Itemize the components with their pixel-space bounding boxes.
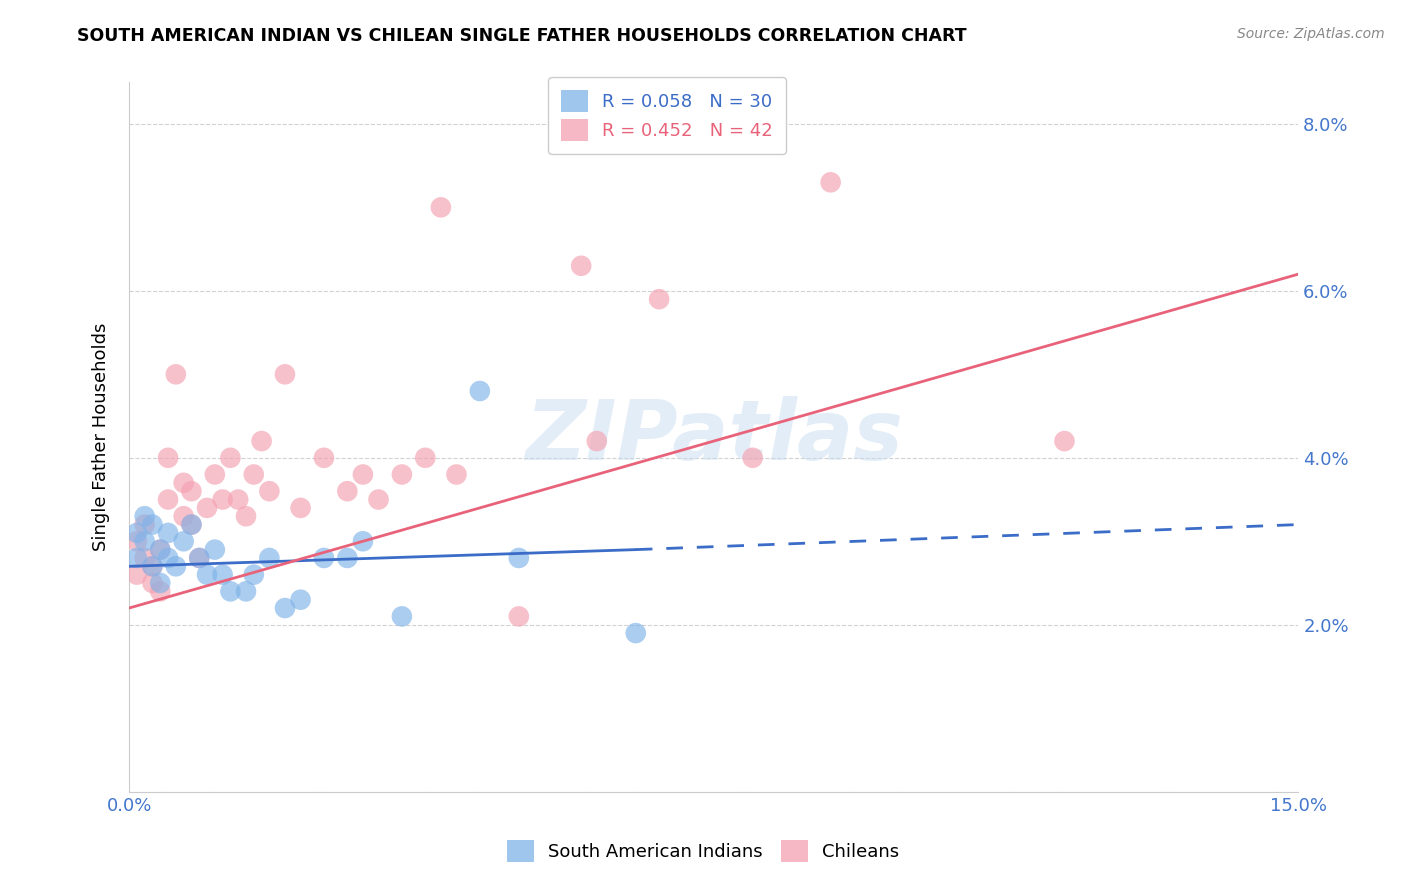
Point: [336, 484, 359, 499]
Point: [585, 434, 607, 449]
Point: [312, 551, 335, 566]
Point: [204, 467, 226, 482]
Point: [243, 567, 266, 582]
Point: [312, 450, 335, 465]
Point: [204, 542, 226, 557]
Point: [149, 542, 172, 557]
Point: [391, 467, 413, 482]
Point: [820, 175, 842, 189]
Point: [134, 534, 156, 549]
Point: [508, 551, 530, 566]
Point: [235, 509, 257, 524]
Point: [125, 551, 148, 566]
Point: [195, 567, 218, 582]
Point: [250, 434, 273, 449]
Point: [569, 259, 592, 273]
Point: [125, 534, 148, 549]
Point: [157, 525, 180, 540]
Point: [180, 517, 202, 532]
Point: [180, 484, 202, 499]
Point: [125, 567, 148, 582]
Point: [149, 542, 172, 557]
Point: [180, 517, 202, 532]
Point: [211, 492, 233, 507]
Point: [1053, 434, 1076, 449]
Point: [141, 517, 163, 532]
Point: [274, 601, 297, 615]
Point: [259, 484, 281, 499]
Point: [648, 292, 671, 306]
Point: [134, 551, 156, 566]
Point: [290, 592, 312, 607]
Point: [157, 551, 180, 566]
Point: [165, 559, 187, 574]
Point: [274, 368, 297, 382]
Text: SOUTH AMERICAN INDIAN VS CHILEAN SINGLE FATHER HOUSEHOLDS CORRELATION CHART: SOUTH AMERICAN INDIAN VS CHILEAN SINGLE …: [77, 27, 967, 45]
Point: [336, 551, 359, 566]
Point: [508, 609, 530, 624]
Point: [173, 534, 195, 549]
Point: [391, 609, 413, 624]
Point: [149, 576, 172, 591]
Point: [188, 551, 211, 566]
Point: [157, 450, 180, 465]
Point: [141, 576, 163, 591]
Point: [219, 584, 242, 599]
Text: ZIPatlas: ZIPatlas: [524, 396, 903, 477]
Point: [195, 500, 218, 515]
Point: [226, 492, 249, 507]
Point: [141, 559, 163, 574]
Point: [134, 509, 156, 524]
Point: [367, 492, 389, 507]
Point: [352, 467, 374, 482]
Point: [141, 559, 163, 574]
Point: [468, 384, 491, 398]
Point: [235, 584, 257, 599]
Point: [290, 500, 312, 515]
Y-axis label: Single Father Households: Single Father Households: [93, 323, 110, 551]
Point: [125, 525, 148, 540]
Point: [352, 534, 374, 549]
Point: [446, 467, 468, 482]
Point: [211, 567, 233, 582]
Legend: R = 0.058   N = 30, R = 0.452   N = 42: R = 0.058 N = 30, R = 0.452 N = 42: [548, 77, 786, 153]
Text: Source: ZipAtlas.com: Source: ZipAtlas.com: [1237, 27, 1385, 41]
Point: [149, 584, 172, 599]
Point: [165, 368, 187, 382]
Point: [188, 551, 211, 566]
Point: [173, 475, 195, 490]
Point: [157, 492, 180, 507]
Point: [134, 517, 156, 532]
Point: [173, 509, 195, 524]
Point: [243, 467, 266, 482]
Point: [413, 450, 436, 465]
Point: [430, 200, 453, 214]
Point: [624, 626, 647, 640]
Point: [259, 551, 281, 566]
Point: [741, 450, 763, 465]
Legend: South American Indians, Chileans: South American Indians, Chileans: [499, 833, 907, 870]
Point: [219, 450, 242, 465]
